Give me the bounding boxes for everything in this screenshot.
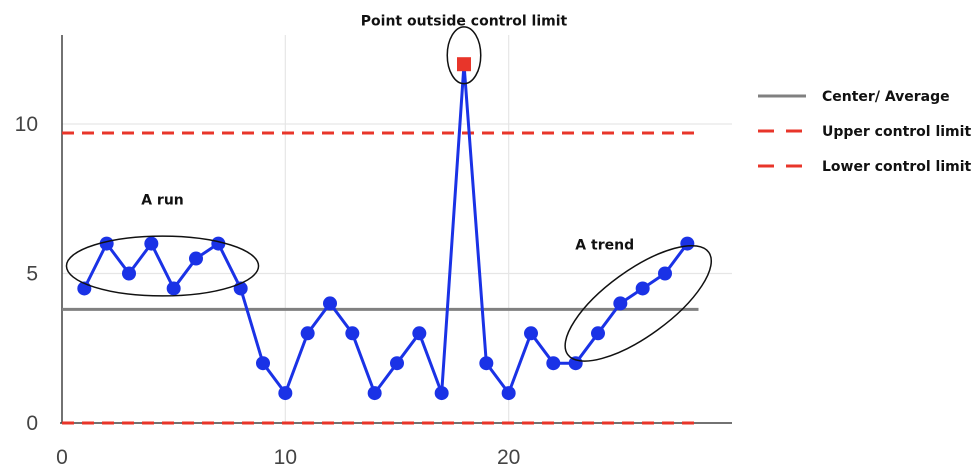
- series-line: [82, 62, 689, 395]
- y-tick-label: 0: [26, 412, 38, 435]
- grid: [62, 35, 732, 423]
- annotation-text: A trend: [575, 238, 634, 254]
- annotation-text: A run: [141, 193, 184, 209]
- x-tick-label: 10: [274, 446, 297, 469]
- outlier-point: [457, 57, 471, 72]
- y-tick-label: 5: [26, 263, 38, 286]
- data-point: [434, 386, 449, 401]
- data-point: [613, 296, 628, 311]
- data-point: [345, 326, 360, 341]
- data-point: [635, 281, 650, 296]
- run-highlight-ellipse: [65, 235, 260, 297]
- data-point: [122, 266, 136, 281]
- y-tick-label: 10: [15, 113, 38, 136]
- trend-highlight-ellipse: [564, 244, 713, 362]
- data-point: [323, 296, 337, 311]
- data-point: [211, 236, 226, 251]
- data-point: [300, 326, 315, 341]
- data-point: [591, 326, 605, 341]
- legend-label: Center/ Average: [822, 89, 950, 105]
- legend-label: Upper control limit: [822, 124, 971, 140]
- annotations: Point outside control limit A run A trend: [65, 13, 713, 362]
- data-point: [278, 386, 293, 401]
- data-point: [166, 281, 181, 296]
- data-point: [390, 356, 404, 371]
- reference-lines: [62, 131, 699, 425]
- data-point: [189, 251, 203, 266]
- annotation-text: Point outside control limit: [361, 13, 568, 29]
- data-point: [501, 386, 516, 401]
- data-point: [367, 386, 382, 401]
- legend-label: Lower control limit: [822, 159, 972, 175]
- outlier-highlight-ellipse: [446, 26, 482, 85]
- data-point: [568, 356, 583, 371]
- data-point: [680, 236, 695, 251]
- data-point: [479, 356, 494, 371]
- data-point: [144, 236, 159, 251]
- data-point: [546, 356, 561, 371]
- data-series: [77, 57, 695, 401]
- x-tick-label: 20: [497, 446, 520, 469]
- x-tick-label: 0: [56, 446, 68, 469]
- data-point: [412, 326, 427, 341]
- data-point: [99, 236, 114, 251]
- legend: Center/ Average Upper control limit Lower …: [758, 89, 972, 175]
- data-point: [256, 356, 270, 371]
- data-point: [658, 266, 672, 281]
- data-point: [524, 326, 538, 341]
